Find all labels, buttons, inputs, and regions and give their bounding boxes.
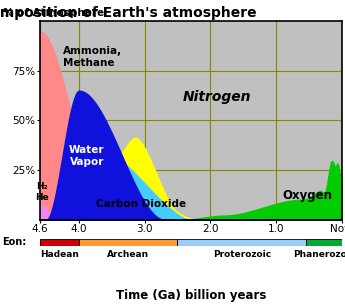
Text: Ammonia,
Methane: Ammonia, Methane bbox=[63, 46, 122, 68]
Text: Oxygen: Oxygen bbox=[283, 189, 333, 202]
Text: Archean: Archean bbox=[107, 249, 149, 259]
Text: Nitrogen: Nitrogen bbox=[183, 90, 251, 104]
Text: H₂
He: H₂ He bbox=[36, 182, 49, 202]
Text: % of Atmosphere: % of Atmosphere bbox=[3, 8, 105, 18]
Text: Water
Vapor: Water Vapor bbox=[69, 145, 105, 167]
Text: Carbon Dioxide: Carbon Dioxide bbox=[96, 199, 186, 209]
Text: Phanerozoic: Phanerozoic bbox=[293, 249, 345, 259]
Text: Eon:: Eon: bbox=[2, 237, 26, 246]
Text: Proterozoic: Proterozoic bbox=[213, 249, 271, 259]
Text: Hadean: Hadean bbox=[40, 249, 79, 259]
Bar bbox=[306, 239, 342, 246]
Text: Time (Ga) billion years: Time (Ga) billion years bbox=[116, 289, 267, 302]
Text: Composition of Earth's atmosphere: Composition of Earth's atmosphere bbox=[0, 6, 257, 20]
Bar bbox=[177, 239, 306, 246]
Bar bbox=[40, 239, 79, 246]
Bar bbox=[79, 239, 177, 246]
